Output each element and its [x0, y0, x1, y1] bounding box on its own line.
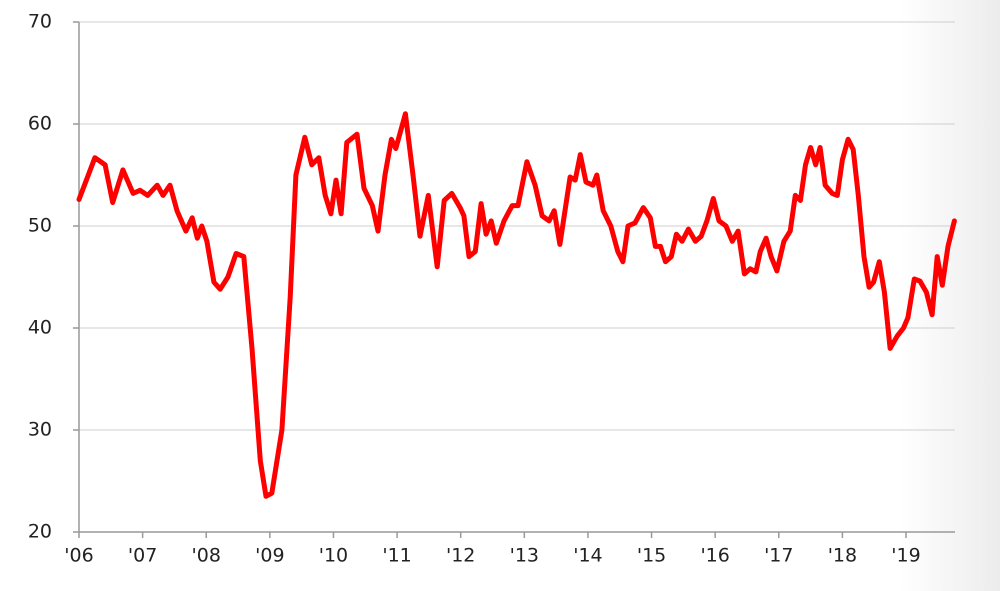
x-tick-label: '15 — [637, 545, 666, 567]
x-tick-label: '18 — [828, 545, 857, 567]
x-tick-label: '16 — [700, 545, 729, 567]
x-tick-label: '10 — [319, 545, 348, 567]
y-tick-label: 40 — [28, 317, 52, 339]
x-tick-label: '08 — [192, 545, 221, 567]
x-tick-label: '13 — [510, 545, 539, 567]
y-tick-label: 70 — [28, 11, 52, 33]
y-tick-label: 60 — [28, 113, 52, 135]
y-tick-label: 20 — [28, 521, 52, 543]
y-tick-label: 50 — [28, 215, 52, 237]
x-tick-label: '12 — [446, 545, 475, 567]
y-tick-label: 30 — [28, 419, 52, 441]
x-tick-label: '14 — [573, 545, 602, 567]
data-line — [76, 111, 957, 499]
x-tick-label: '19 — [891, 545, 920, 567]
x-tick-label: '06 — [64, 545, 93, 567]
x-tick-label: '09 — [255, 545, 284, 567]
x-tick-label: '17 — [764, 545, 793, 567]
x-tick-label: '11 — [382, 545, 411, 567]
x-tick-label: '07 — [128, 545, 157, 567]
